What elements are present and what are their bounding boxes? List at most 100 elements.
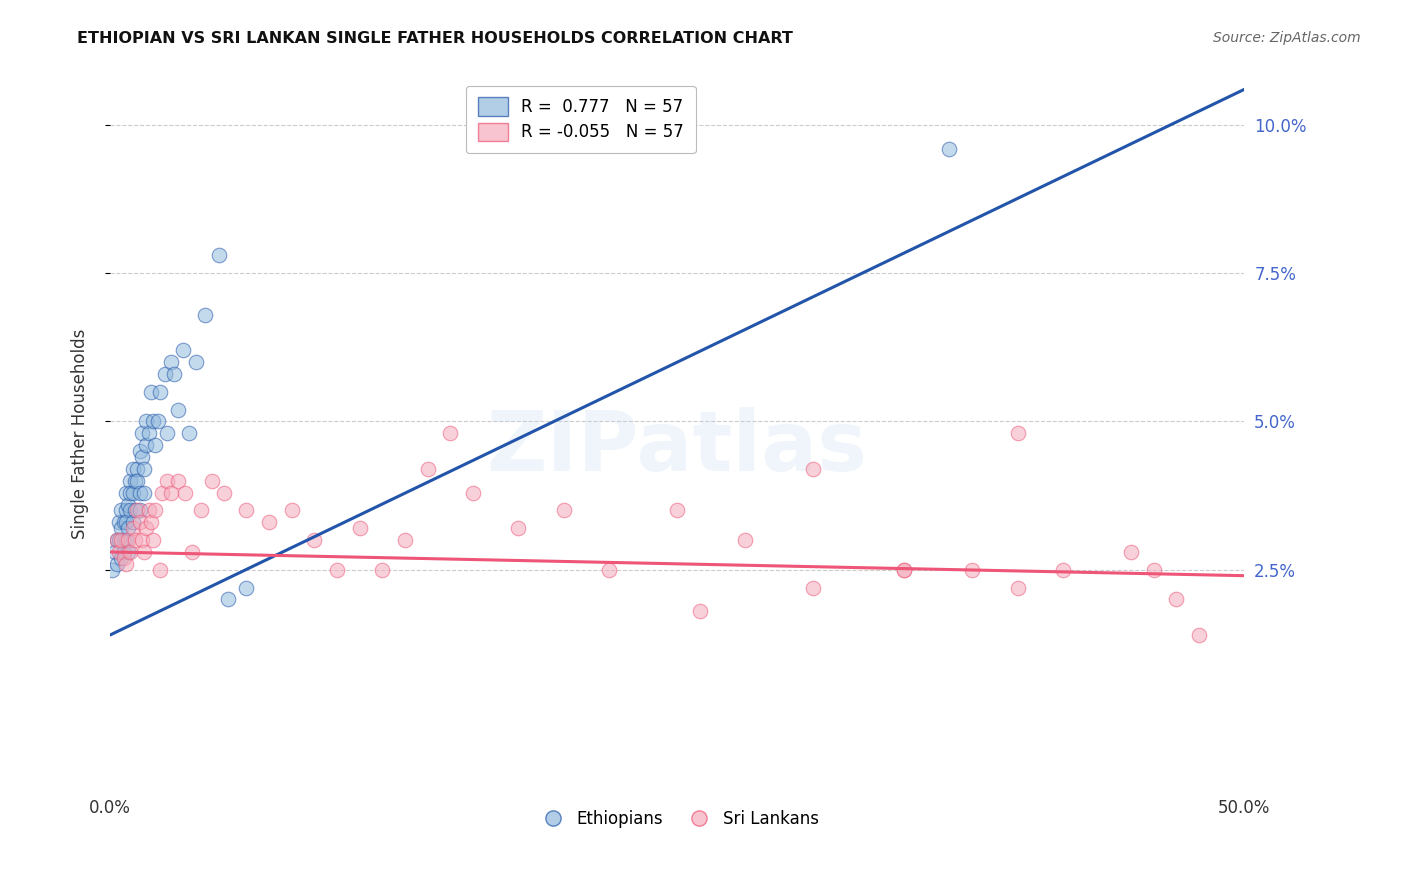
Point xyxy=(115,503,138,517)
Point xyxy=(167,474,190,488)
Point xyxy=(394,533,416,547)
Point xyxy=(115,533,138,547)
Point xyxy=(108,545,131,559)
Point xyxy=(734,533,756,547)
Point xyxy=(120,545,142,559)
Point xyxy=(128,485,150,500)
Point xyxy=(110,550,132,565)
Point xyxy=(120,485,142,500)
Point xyxy=(257,516,280,530)
Point xyxy=(105,533,128,547)
Point xyxy=(128,503,150,517)
Point xyxy=(127,462,149,476)
Point xyxy=(117,533,139,547)
Point xyxy=(801,462,824,476)
Point xyxy=(553,503,575,517)
Text: Source: ZipAtlas.com: Source: ZipAtlas.com xyxy=(1213,31,1361,45)
Text: ETHIOPIAN VS SRI LANKAN SINGLE FATHER HOUSEHOLDS CORRELATION CHART: ETHIOPIAN VS SRI LANKAN SINGLE FATHER HO… xyxy=(77,31,793,46)
Point xyxy=(142,533,165,547)
Point xyxy=(135,414,157,428)
Point xyxy=(149,384,172,399)
Point xyxy=(101,563,124,577)
Point xyxy=(117,521,139,535)
Point xyxy=(179,426,201,441)
Point xyxy=(461,485,484,500)
Point xyxy=(120,474,142,488)
Point xyxy=(132,462,155,476)
Point xyxy=(131,450,153,464)
Point xyxy=(416,462,439,476)
Point xyxy=(138,426,160,441)
Point xyxy=(139,384,162,399)
Legend: Ethiopians, Sri Lankans: Ethiopians, Sri Lankans xyxy=(529,803,825,834)
Point xyxy=(124,533,146,547)
Point xyxy=(127,503,149,517)
Point xyxy=(132,545,155,559)
Point xyxy=(117,498,139,512)
Point xyxy=(194,308,217,322)
Point xyxy=(160,355,183,369)
Point xyxy=(110,533,132,547)
Point xyxy=(135,438,157,452)
Point xyxy=(120,503,142,517)
Point xyxy=(186,355,208,369)
Point xyxy=(349,521,371,535)
Point xyxy=(110,521,132,535)
Point xyxy=(201,474,224,488)
Point xyxy=(112,545,135,559)
Point xyxy=(117,545,139,559)
Point xyxy=(131,533,153,547)
Point xyxy=(108,516,131,530)
Point xyxy=(666,503,689,517)
Point xyxy=(145,438,167,452)
Point xyxy=(150,485,173,500)
Point xyxy=(121,521,143,535)
Point xyxy=(1052,563,1074,577)
Point xyxy=(139,516,162,530)
Point xyxy=(172,343,194,358)
Point xyxy=(180,545,202,559)
Point xyxy=(156,426,179,441)
Point xyxy=(371,563,394,577)
Point xyxy=(110,503,132,517)
Point xyxy=(893,563,915,577)
Point xyxy=(135,521,157,535)
Point xyxy=(212,485,235,500)
Point xyxy=(235,581,257,595)
Point xyxy=(142,414,165,428)
Point xyxy=(217,592,239,607)
Point xyxy=(121,516,143,530)
Point xyxy=(1007,426,1029,441)
Point xyxy=(1188,628,1211,642)
Point xyxy=(508,521,530,535)
Point xyxy=(124,503,146,517)
Point xyxy=(1007,581,1029,595)
Point xyxy=(104,545,127,559)
Point xyxy=(801,581,824,595)
Y-axis label: Single Father Households: Single Father Households xyxy=(72,328,89,539)
Point xyxy=(326,563,349,577)
Point xyxy=(280,503,302,517)
Point xyxy=(112,516,135,530)
Point xyxy=(115,485,138,500)
Point xyxy=(156,474,179,488)
Point xyxy=(128,444,150,458)
Point xyxy=(121,485,143,500)
Point xyxy=(108,533,131,547)
Point xyxy=(115,557,138,571)
Point xyxy=(105,557,128,571)
Point xyxy=(938,142,960,156)
Point xyxy=(115,516,138,530)
Point xyxy=(167,402,190,417)
Point xyxy=(439,426,461,441)
Point xyxy=(960,563,983,577)
Point xyxy=(208,248,231,262)
Point xyxy=(132,485,155,500)
Text: ZIPatlas: ZIPatlas xyxy=(486,407,868,488)
Point xyxy=(145,503,167,517)
Point xyxy=(127,474,149,488)
Point xyxy=(112,550,135,565)
Point xyxy=(105,533,128,547)
Point xyxy=(128,516,150,530)
Point xyxy=(131,426,153,441)
